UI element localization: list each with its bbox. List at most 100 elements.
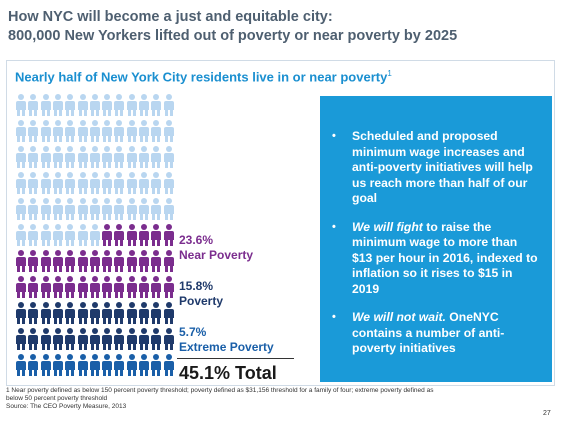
person-icon — [126, 94, 137, 116]
person-icon — [163, 354, 174, 376]
page-number: 27 — [543, 410, 551, 417]
person-icon — [40, 198, 51, 220]
person-icon — [126, 120, 137, 142]
person-icon — [114, 172, 125, 194]
person-icon — [102, 302, 113, 324]
person-icon — [114, 250, 125, 272]
person-icon — [65, 354, 76, 376]
callout-text: OneNYC contains a number of anti-poverty… — [352, 310, 505, 355]
bullet-icon: • — [332, 220, 336, 233]
person-icon — [139, 328, 149, 350]
person-icon — [77, 198, 88, 220]
footnote: 1 Near poverty defined as below 150 perc… — [6, 387, 526, 411]
person-icon — [52, 120, 63, 142]
person-icon — [28, 94, 39, 116]
person-icon — [114, 146, 125, 168]
callout-box: • Scheduled and proposed minimum wage in… — [320, 96, 552, 382]
near-poverty-percent: 23.6% — [179, 233, 214, 247]
person-icon — [40, 120, 51, 142]
person-icon — [139, 302, 149, 324]
callout-emphasis: We will not wait. — [352, 310, 446, 324]
person-icon — [16, 276, 26, 298]
person-icon — [52, 250, 63, 272]
callout-text: Scheduled and proposed minimum wage incr… — [352, 129, 533, 205]
person-icon — [40, 224, 51, 246]
person-icon — [28, 250, 39, 272]
person-icon — [89, 276, 100, 298]
person-icon — [40, 250, 51, 272]
person-icon — [16, 250, 26, 272]
person-icon — [139, 354, 149, 376]
person-icon — [89, 120, 100, 142]
person-icon — [77, 276, 88, 298]
person-icon — [89, 172, 100, 194]
person-icon — [65, 328, 76, 350]
person-icon — [163, 302, 174, 324]
person-icon — [28, 198, 39, 220]
person-icon — [28, 172, 39, 194]
person-icon — [65, 94, 76, 116]
person-icon — [16, 198, 26, 220]
person-icon — [40, 302, 51, 324]
person-icon — [89, 224, 100, 246]
person-icon — [163, 198, 174, 220]
person-icon — [89, 146, 100, 168]
person-icon — [77, 354, 88, 376]
callout-item: • We will fight to raise the minimum wag… — [328, 220, 540, 298]
person-icon — [102, 146, 113, 168]
person-icon — [114, 302, 125, 324]
person-icon — [139, 120, 149, 142]
person-icon — [102, 250, 113, 272]
person-icon — [52, 198, 63, 220]
person-icon — [102, 276, 113, 298]
person-icon — [16, 120, 26, 142]
person-icon — [114, 354, 125, 376]
person-icon — [28, 302, 39, 324]
person-icon — [16, 302, 26, 324]
bullet-icon: • — [332, 130, 336, 142]
person-icon — [151, 146, 162, 168]
person-icon — [163, 120, 174, 142]
person-icon — [163, 172, 174, 194]
person-icon — [114, 328, 125, 350]
poverty-percent: 15.8% — [179, 279, 214, 293]
person-icon — [16, 354, 26, 376]
person-icon — [139, 250, 149, 272]
person-icon — [89, 198, 100, 220]
person-icon — [77, 94, 88, 116]
person-icon — [28, 328, 39, 350]
person-icon — [65, 172, 76, 194]
person-icon — [77, 328, 88, 350]
poverty-panel: Nearly half of New York City residents l… — [6, 60, 555, 386]
footnote-line-1: 1 Near poverty defined as below 150 perc… — [6, 387, 434, 394]
person-icon — [151, 250, 162, 272]
poverty-stat: 15.8% Poverty — [179, 279, 223, 309]
person-icon — [102, 224, 113, 246]
person-icon — [52, 224, 63, 246]
person-icon — [28, 120, 39, 142]
person-icon — [151, 172, 162, 194]
title-line-1: How NYC will become a just and equitable… — [8, 9, 333, 25]
person-icon — [65, 120, 76, 142]
callout-item: • We will not wait. OneNYC contains a nu… — [328, 310, 540, 357]
person-icon — [89, 328, 100, 350]
person-icon — [65, 276, 76, 298]
person-icon — [77, 172, 88, 194]
person-icon — [139, 94, 149, 116]
person-icon — [52, 94, 63, 116]
person-icon — [40, 94, 51, 116]
person-icon — [126, 172, 137, 194]
person-icon — [102, 94, 113, 116]
footnote-line-2: below 50 percent poverty threshold — [6, 395, 108, 402]
person-icon — [151, 328, 162, 350]
person-icon — [89, 250, 100, 272]
person-icon — [40, 354, 51, 376]
page-title: How NYC will become a just and equitable… — [8, 8, 457, 46]
person-icon — [102, 354, 113, 376]
person-icon — [16, 172, 26, 194]
person-icon — [126, 302, 137, 324]
person-icon — [102, 198, 113, 220]
person-icon — [163, 276, 174, 298]
person-icon — [139, 276, 149, 298]
person-icon — [139, 224, 149, 246]
